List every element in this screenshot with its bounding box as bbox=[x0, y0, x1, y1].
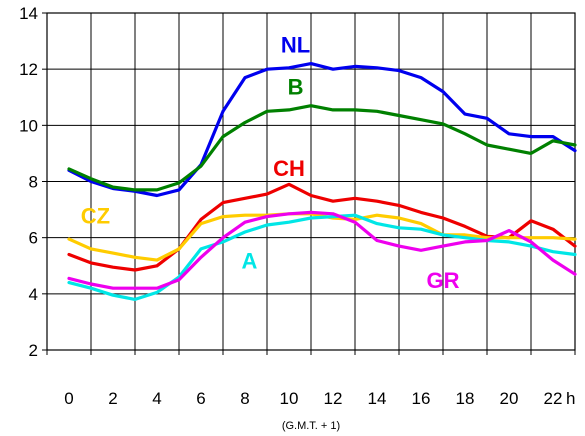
x-axis-unit-label: h bbox=[566, 389, 575, 408]
x-tick-label: 6 bbox=[196, 389, 205, 408]
series-line-nl bbox=[67, 61, 577, 198]
series-label-b: B bbox=[288, 74, 304, 99]
x-axis-note: (G.M.T. + 1) bbox=[282, 420, 340, 432]
x-tick-label: 14 bbox=[368, 389, 387, 408]
series-line-a bbox=[67, 213, 577, 301]
y-tick-label: 8 bbox=[29, 173, 38, 192]
series-line-gr bbox=[67, 210, 577, 290]
series-label-cz: CZ bbox=[81, 204, 110, 229]
y-tick-label: 6 bbox=[29, 229, 38, 248]
series-label-a: A bbox=[241, 249, 257, 274]
y-tick-label: 14 bbox=[19, 4, 38, 23]
y-tick-label: 12 bbox=[19, 60, 38, 79]
x-tick-label: 8 bbox=[240, 389, 249, 408]
y-tick-label: 2 bbox=[29, 341, 38, 360]
x-tick-label: 10 bbox=[280, 389, 299, 408]
x-tick-label: 18 bbox=[456, 389, 475, 408]
series-line-b bbox=[67, 104, 577, 192]
x-tick-label: 12 bbox=[324, 389, 343, 408]
series-label-ch: CH bbox=[273, 156, 305, 181]
series-labels: NL B CH CZ A GR bbox=[81, 32, 460, 293]
series-label-nl: NL bbox=[281, 32, 310, 57]
x-tick-label: 2 bbox=[108, 389, 117, 408]
y-tick-label: 10 bbox=[19, 116, 38, 135]
series-line-cz bbox=[67, 212, 577, 262]
x-tick-label: 22 bbox=[544, 389, 563, 408]
y-tick-label: 4 bbox=[29, 285, 38, 304]
series-group bbox=[67, 61, 577, 301]
x-tick-label: 20 bbox=[500, 389, 519, 408]
x-tick-label: 0 bbox=[64, 389, 73, 408]
x-tick-label: 4 bbox=[152, 389, 161, 408]
axes: 2 4 6 8 10 12 14 0 2 4 6 8 10 12 14 16 18 20 22 bbox=[19, 4, 576, 408]
series-label-gr: GR bbox=[427, 268, 460, 293]
x-tick-label: 16 bbox=[412, 389, 431, 408]
